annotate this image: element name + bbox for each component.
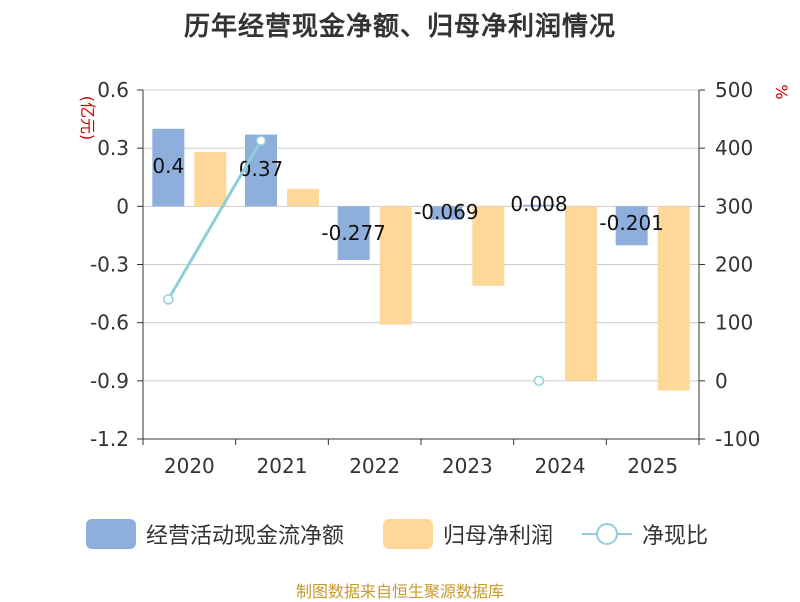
legend-item-cashflow[interactable]: 经营活动现金流净额 (86, 518, 344, 550)
y-right-tick-label: 100 (715, 311, 753, 335)
bar-cashflow (152, 128, 185, 207)
y-left-tick-label: 0.3 (97, 136, 129, 160)
legend-swatch-cashflow (86, 519, 136, 549)
data-label-cashflow: 0.008 (510, 192, 567, 216)
bar-cashflow (245, 134, 277, 207)
x-tick-label: 2021 (257, 454, 308, 478)
y-right-tick-label: 400 (715, 136, 753, 160)
chart-legend: 经营活动现金流净额 归母净利润 净现比 (0, 518, 800, 554)
legend-swatch-ratio (582, 519, 632, 549)
chart-title: 历年经营现金净额、归母净利润情况 (183, 12, 616, 42)
data-label-cashflow: -0.069 (414, 200, 478, 224)
x-tick-label: 2024 (535, 454, 586, 478)
x-tick-label: 2020 (164, 454, 215, 478)
bar-cashflow (430, 206, 463, 220)
data-label-cashflow: -0.277 (321, 221, 385, 245)
data-label-cashflow: -0.201 (599, 211, 663, 235)
y-left-tick-label: -0.9 (90, 369, 129, 393)
legend-swatch-profit (383, 519, 433, 549)
y-left-tick-label: -0.3 (90, 253, 129, 277)
source-note: 制图数据来自恒生聚源数据库 (295, 582, 504, 601)
y-right-tick-label: 0 (715, 369, 728, 393)
legend-item-ratio[interactable]: 净现比 (582, 518, 708, 550)
data-label-cashflow: 0.4 (152, 154, 184, 178)
x-tick-label: 2022 (349, 454, 400, 478)
y-right-unit: % (772, 84, 791, 99)
y-left-tick-label: 0.6 (97, 78, 129, 102)
y-right-tick-label: 200 (715, 253, 753, 277)
bar-profit (379, 206, 412, 325)
y-right-tick-label: 500 (715, 78, 753, 102)
legend-item-profit[interactable]: 归母净利润 (383, 518, 553, 550)
y-left-unit: (亿元) (78, 96, 97, 141)
y-left-tick-label: 0 (116, 194, 129, 218)
y-right-tick-label: -100 (715, 427, 760, 451)
x-tick-label: 2025 (627, 454, 678, 478)
legend-label-cashflow: 经营活动现金流净额 (146, 524, 345, 549)
point-ratio (533, 375, 545, 387)
y-left-tick-label: -0.6 (90, 311, 129, 335)
y-left-tick-label: -1.2 (90, 427, 129, 451)
bar-profit (565, 206, 597, 381)
legend-label-profit: 归母净利润 (443, 524, 554, 549)
bar-cashflow (523, 204, 555, 207)
x-tick-label: 2023 (442, 454, 493, 478)
bar-profit (657, 206, 690, 391)
legend-label-ratio: 净现比 (642, 524, 709, 549)
bar-profit (194, 152, 227, 207)
y-right-tick-label: 300 (715, 194, 753, 218)
point-ratio (163, 294, 174, 305)
point-ratio (255, 135, 267, 146)
bar-profit (472, 206, 505, 286)
line-ratio (167, 139, 263, 301)
bar-profit (287, 188, 319, 207)
bar-cashflow (337, 206, 370, 261)
bar-cashflow (615, 206, 648, 246)
